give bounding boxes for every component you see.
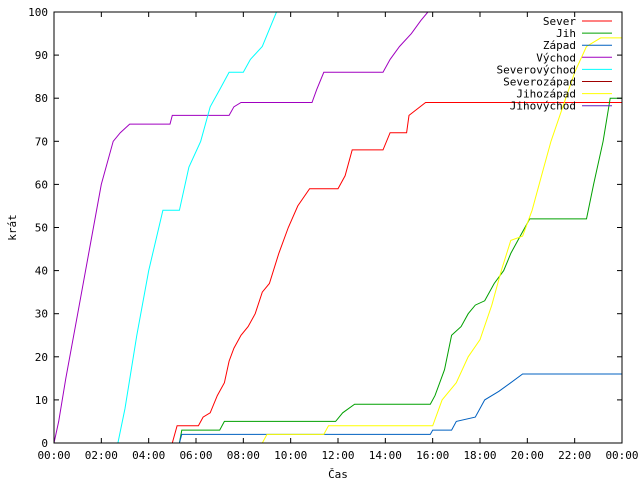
x-tick-label: 00:00 [605,449,638,462]
y-axis-label: krát [6,214,19,241]
series-line-5 [54,12,277,443]
legend-label: Jih [556,27,576,40]
y-tick-label: 90 [35,49,48,62]
legend-label: Jihovýchod [510,100,576,113]
y-tick-label: 60 [35,178,48,191]
legend-label: Severozápad [503,76,576,89]
x-tick-label: 00:00 [37,449,70,462]
y-tick-label: 50 [35,222,48,235]
x-tick-label: 06:00 [179,449,212,462]
x-tick-label: 18:00 [463,449,496,462]
x-tick-label: 10:00 [274,449,307,462]
y-tick-label: 100 [28,6,48,19]
series-line-4 [54,12,429,443]
x-tick-label: 20:00 [511,449,544,462]
x-tick-label: 02:00 [85,449,118,462]
x-axis-label: Čas [328,468,348,480]
series-line-3 [54,373,622,443]
legend: SeverJihZápadVýchodSeverovýchodSeverozáp… [497,15,612,113]
x-ticks: 00:00 02:00 04:00 06:00 08:00 10:00 12:00 14:00… [37,12,639,462]
series-line-2 [54,97,622,443]
legend-label: Severovýchod [497,63,576,76]
x-tick-label: 08:00 [227,449,260,462]
legend-label: Jihozápad [516,88,576,101]
series-line-1 [54,102,622,443]
y-tick-label: 0 [41,437,48,450]
x-tick-label: 16:00 [416,449,449,462]
y-tick-label: 40 [35,265,48,278]
legend-label: Západ [543,39,576,52]
y-ticks: 0 10 20 30 40 50 60 70 80 90 100 [28,6,622,450]
x-tick-label: 04:00 [132,449,165,462]
series-line-7 [54,37,622,443]
legend-label: Východ [536,51,576,64]
y-tick-label: 20 [35,351,48,364]
y-tick-label: 30 [35,308,48,321]
y-tick-label: 10 [35,394,48,407]
x-tick-label: 22:00 [558,449,591,462]
y-tick-label: 80 [35,92,48,105]
x-tick-label: 12:00 [321,449,354,462]
legend-label: Sever [543,15,576,28]
plot-lines [54,12,622,443]
x-tick-label: 14:00 [369,449,402,462]
y-tick-label: 70 [35,135,48,148]
